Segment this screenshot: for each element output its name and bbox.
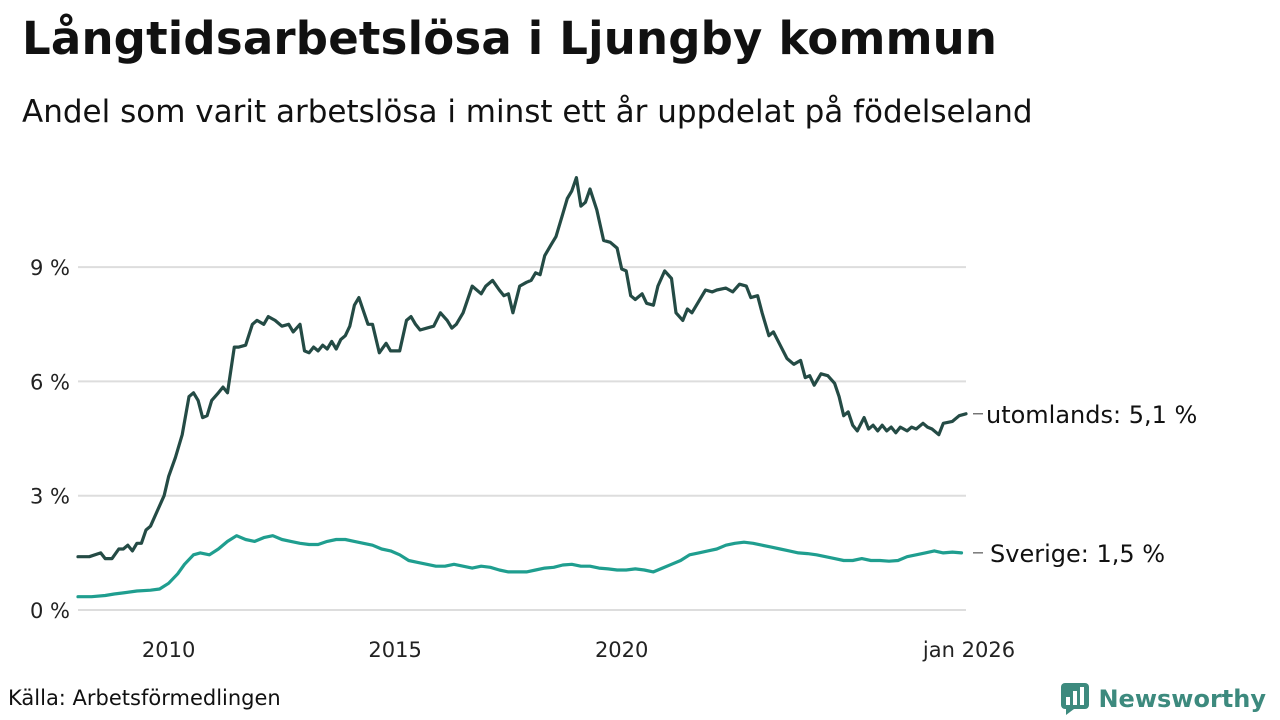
series-end-label: utomlands: 5,1 % [986,401,1197,429]
x-axis-ticks: 2010 2015 2020 jan 2026 [142,638,1015,662]
chart-subtitle: Andel som varit arbetslösa i minst ett å… [22,94,1033,130]
chart-title: Långtidsarbetslösa i Ljungby kommun [22,12,998,65]
line-chart: 0 % 3 % 6 % 9 % 2010 2015 2020 jan 2026 utomla… [30,176,1197,662]
x-tick-label: 2015 [368,638,421,662]
series-line-sverige [76,534,964,599]
series-end-label: Sverige: 1,5 % [990,540,1165,568]
brand-name: Newsworthy [1098,685,1266,713]
x-tick-label: 2010 [142,638,195,662]
y-axis-ticks: 0 % 3 % 6 % 9 % [30,256,70,623]
y-tick-label: 3 % [30,485,70,509]
series-line-utomlands [76,176,968,561]
y-tick-label: 9 % [30,256,70,280]
x-tick-label: 2020 [595,638,648,662]
source-note: Källa: Arbetsförmedlingen [8,686,281,710]
x-tick-label: jan 2026 [922,638,1015,662]
newsworthy-icon [1061,683,1090,715]
series-labels: utomlands: 5,1 % Sverige: 1,5 % [973,401,1197,568]
newsworthy-logo[interactable]: Newsworthy [1060,682,1266,716]
series-lines [76,176,968,599]
y-tick-label: 6 % [30,370,70,394]
y-tick-label: 0 % [30,599,70,623]
